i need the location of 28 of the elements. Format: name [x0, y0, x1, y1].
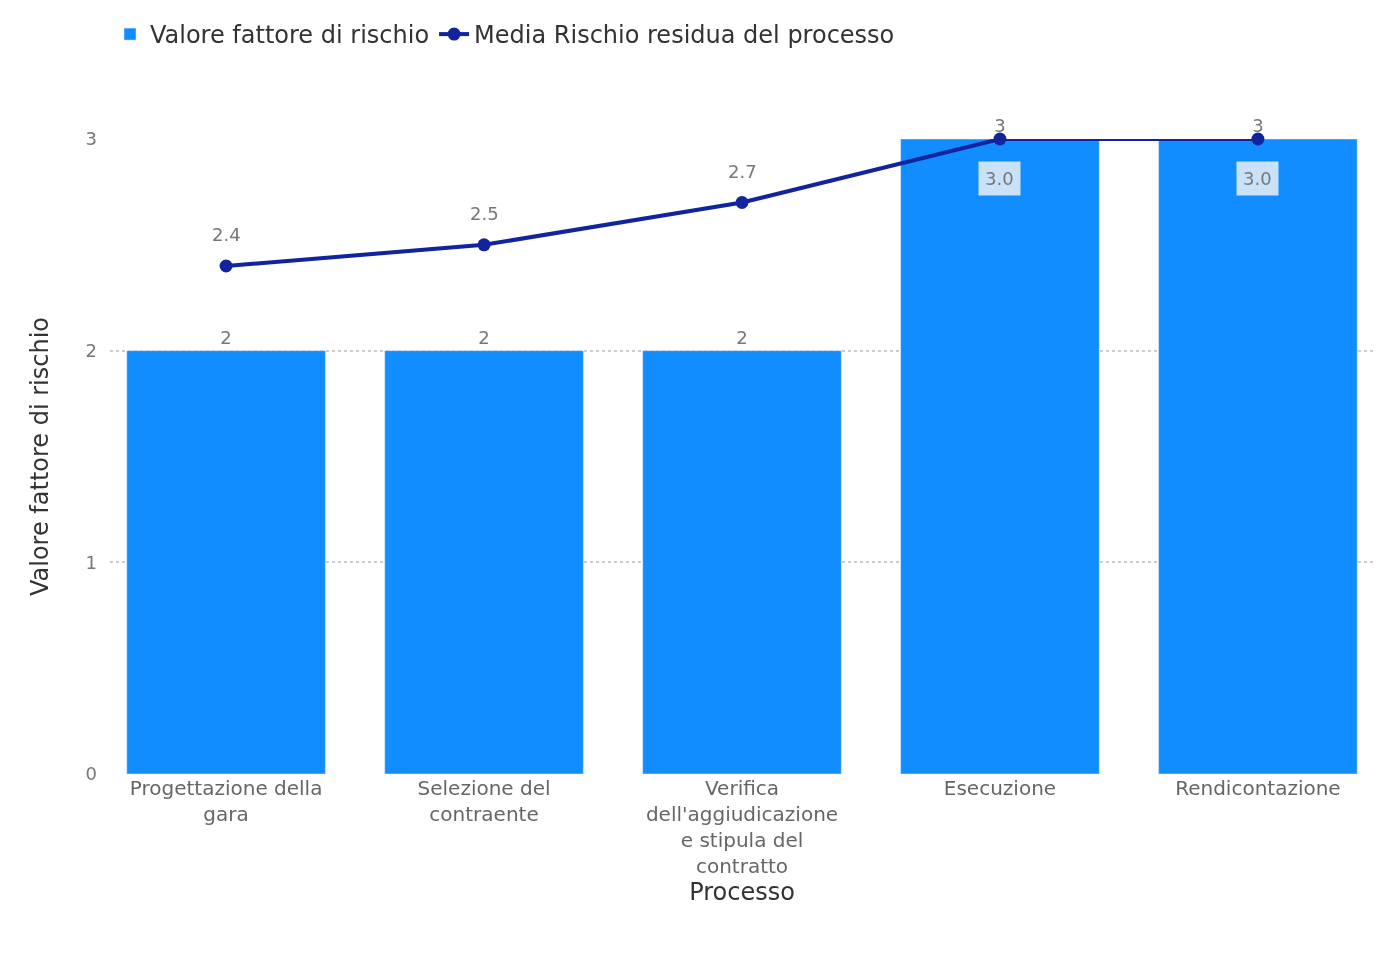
- data-label: 3.0: [1243, 168, 1272, 189]
- x-tick-label: Rendicontazione: [1175, 776, 1341, 800]
- point: [993, 132, 1007, 146]
- data-label: 2.4: [212, 224, 241, 245]
- data-label: 2: [220, 326, 232, 348]
- legend-label: Media Rischio residua del processo: [474, 21, 895, 50]
- point: [219, 259, 233, 273]
- data-label: 3.0: [985, 168, 1014, 189]
- data-label: 3: [1252, 115, 1264, 136]
- data-label: 2.5: [470, 203, 499, 224]
- data-label: 3: [994, 115, 1006, 136]
- point: [735, 196, 749, 209]
- point: [477, 238, 491, 252]
- y-tick-label: 2: [85, 339, 97, 361]
- legend-label: Valore fattore di rischio: [150, 21, 430, 50]
- y-tick-label: 1: [85, 551, 97, 573]
- data-label: 2: [736, 326, 748, 348]
- x-tick-label: Progettazione della gara: [129, 776, 323, 826]
- data-label: 2.7: [728, 161, 757, 182]
- x-axis-title: Processo: [689, 878, 795, 907]
- y-axis-title: Valore fattore di rischio: [25, 316, 54, 597]
- data-label: 2: [478, 326, 490, 348]
- y-tick-label: 3: [85, 128, 97, 150]
- point: [1251, 132, 1265, 146]
- y-tick-label: 0: [85, 763, 97, 785]
- x-tick-label: Verifica dell'aggiudicazione e stipula del contratto: [645, 776, 839, 878]
- x-tick-label: Selezione del contraente: [417, 776, 551, 826]
- x-tick-label: Esecuzione: [943, 776, 1057, 800]
